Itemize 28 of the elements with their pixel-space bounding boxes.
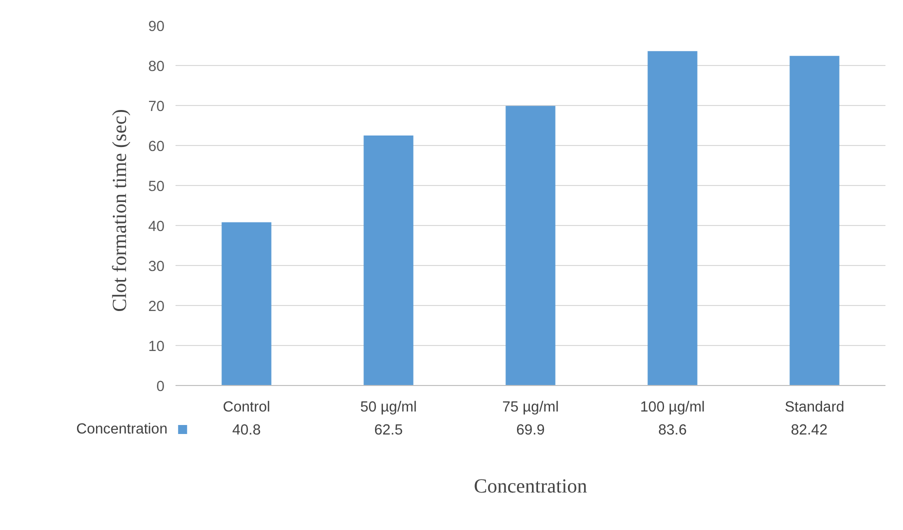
y-tick-label: 80 bbox=[148, 59, 165, 75]
y-tick-label: 10 bbox=[148, 339, 165, 355]
x-tick-label: Standard bbox=[784, 400, 844, 416]
y-tick-label: 50 bbox=[148, 179, 165, 195]
data-label: 40.8 bbox=[232, 422, 261, 438]
y-tick-label: 90 bbox=[148, 19, 165, 35]
x-tick-label: 50 µg/ml bbox=[360, 400, 417, 416]
y-tick-label: 0 bbox=[156, 379, 165, 395]
x-tick-label: 75 µg/ml bbox=[502, 400, 559, 416]
data-label: 62.5 bbox=[374, 422, 403, 438]
x-tick-label: 100 µg/ml bbox=[640, 400, 705, 416]
bar bbox=[506, 106, 556, 386]
x-axis-title: Concentration bbox=[474, 476, 588, 498]
bar bbox=[648, 51, 698, 386]
y-tick-label: 30 bbox=[148, 259, 165, 275]
data-label: 82.42 bbox=[790, 422, 828, 438]
x-tick-label: Control bbox=[222, 400, 270, 416]
y-tick-label: 40 bbox=[148, 219, 165, 235]
y-axis-title: Clot formation time (sec) bbox=[109, 109, 132, 312]
bar bbox=[364, 136, 414, 386]
data-label: 69.9 bbox=[516, 422, 545, 438]
y-tick-label: 20 bbox=[148, 299, 165, 315]
y-tick-label: 60 bbox=[148, 139, 165, 155]
y-tick-label: 70 bbox=[148, 99, 165, 115]
bar bbox=[790, 56, 840, 386]
legend-label: Concentration bbox=[76, 422, 168, 438]
data-label: 83.6 bbox=[658, 422, 687, 438]
bar bbox=[222, 222, 272, 386]
